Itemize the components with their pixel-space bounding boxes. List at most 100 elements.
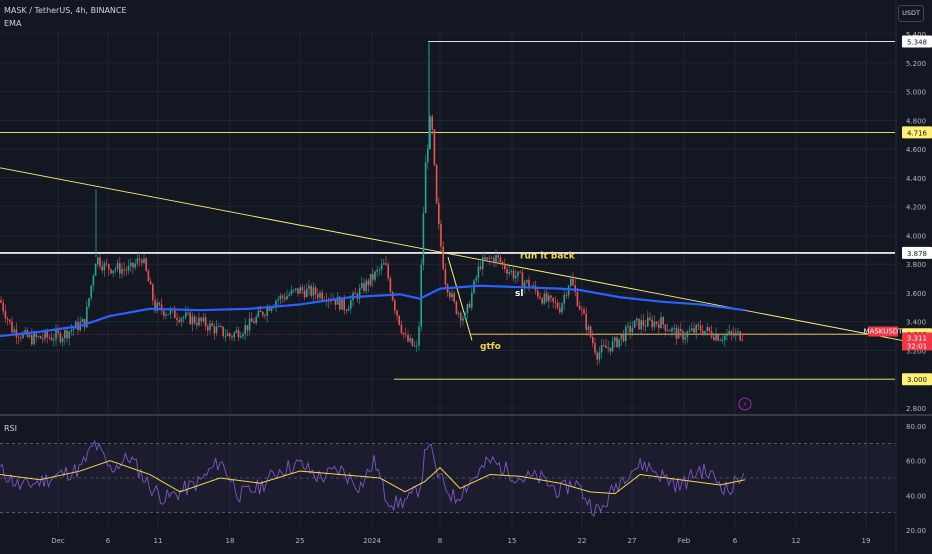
candle-body [523, 282, 526, 287]
candle-body [286, 295, 288, 300]
candle-body [20, 337, 22, 339]
candle-body [196, 323, 198, 326]
candle-body [145, 258, 147, 271]
candle-body [174, 308, 176, 319]
candle-body [70, 330, 73, 332]
candle-body [618, 339, 620, 347]
candle-body [284, 297, 286, 300]
candle-body [411, 338, 414, 346]
candle-body [387, 264, 389, 279]
candle-body [290, 289, 293, 295]
candle-body [413, 345, 416, 347]
candle-body [279, 295, 282, 300]
rsi-indicator-label[interactable]: RSI [4, 424, 17, 433]
candle-body [697, 324, 700, 327]
x-tick-label: 25 [296, 537, 305, 545]
candle-body [726, 334, 728, 336]
candle-body [262, 311, 264, 316]
candle-body [728, 331, 730, 335]
candle-body [710, 331, 713, 338]
candle-body [649, 317, 651, 320]
candle-body [477, 266, 480, 278]
candle-body [101, 266, 103, 271]
annotation-run-it-back: run it back [520, 251, 576, 261]
candle-body [416, 345, 418, 347]
candle-body [0, 300, 2, 303]
symbol-badge [868, 326, 898, 337]
candle-body [312, 287, 315, 296]
candle-body [581, 309, 583, 311]
candle-body [4, 311, 7, 319]
candle-body [385, 263, 387, 265]
candle-body [103, 263, 106, 271]
level-badge-text: 3.878 [907, 250, 927, 258]
candle-body [521, 272, 524, 287]
candle-body [471, 293, 473, 308]
candle-body [317, 294, 319, 298]
ema-indicator-label[interactable]: EMA [4, 19, 22, 28]
x-tick-label: 27 [628, 537, 637, 545]
candle-body [259, 310, 262, 312]
candle-body [240, 336, 242, 338]
y-tick-label: 4.200 [906, 204, 926, 212]
candle-body [737, 331, 739, 333]
candle-body [572, 278, 574, 286]
candle-body [455, 301, 458, 314]
candle-body [695, 324, 697, 333]
candle-body [121, 269, 123, 274]
candle-body [31, 335, 33, 345]
candle-body [702, 330, 704, 335]
candle-body [28, 335, 31, 337]
candle-body [508, 271, 510, 274]
y-tick-label: 5.200 [906, 60, 926, 68]
candle-body [314, 287, 317, 295]
candle-body [620, 334, 623, 340]
candle-body [424, 162, 427, 214]
y-tick-label: 5.000 [906, 89, 926, 97]
candle-body [277, 299, 279, 301]
candle-body [169, 309, 172, 315]
y-tick-label: 3.600 [906, 290, 926, 298]
candle-body [644, 325, 647, 327]
candle-body [55, 330, 57, 340]
x-tick-label: 19 [862, 537, 871, 545]
y-tick-label: 3.800 [906, 261, 926, 269]
candle-body [108, 264, 110, 270]
annotation-sl: sl [515, 289, 523, 299]
candle-body [86, 306, 88, 328]
candle-body [497, 255, 499, 258]
candle-body [11, 321, 13, 333]
candle-body [407, 335, 409, 342]
candle-body [81, 318, 84, 323]
candle-body [68, 331, 70, 339]
candle-body [409, 338, 411, 342]
y-tick-label: 2.800 [906, 405, 926, 413]
candle-body [114, 269, 117, 271]
candle-body [490, 257, 493, 259]
candle-body [684, 337, 686, 340]
candle-body [462, 318, 464, 321]
candle-body [176, 318, 178, 320]
x-tick-label: 12 [792, 537, 801, 545]
candle-body [306, 288, 308, 298]
candle-body [691, 328, 693, 331]
candle-body [453, 293, 455, 302]
candle-body [504, 263, 506, 270]
candle-body [123, 269, 125, 270]
candle-body [493, 257, 495, 263]
currency-button[interactable]: USDT [898, 5, 924, 22]
candle-body [418, 326, 420, 346]
candle-body [583, 309, 585, 314]
rsi-y-tick-label: 60.00 [906, 458, 926, 466]
candle-body [431, 116, 433, 130]
candle-body [433, 129, 436, 165]
candle-body [149, 281, 152, 285]
lightning-glyph: ⚡ [742, 400, 748, 409]
candle-body [402, 332, 405, 335]
candle-body [550, 295, 552, 298]
candle-body [605, 345, 607, 349]
candle-body [64, 330, 66, 339]
level-badge-3.000 [902, 373, 932, 386]
